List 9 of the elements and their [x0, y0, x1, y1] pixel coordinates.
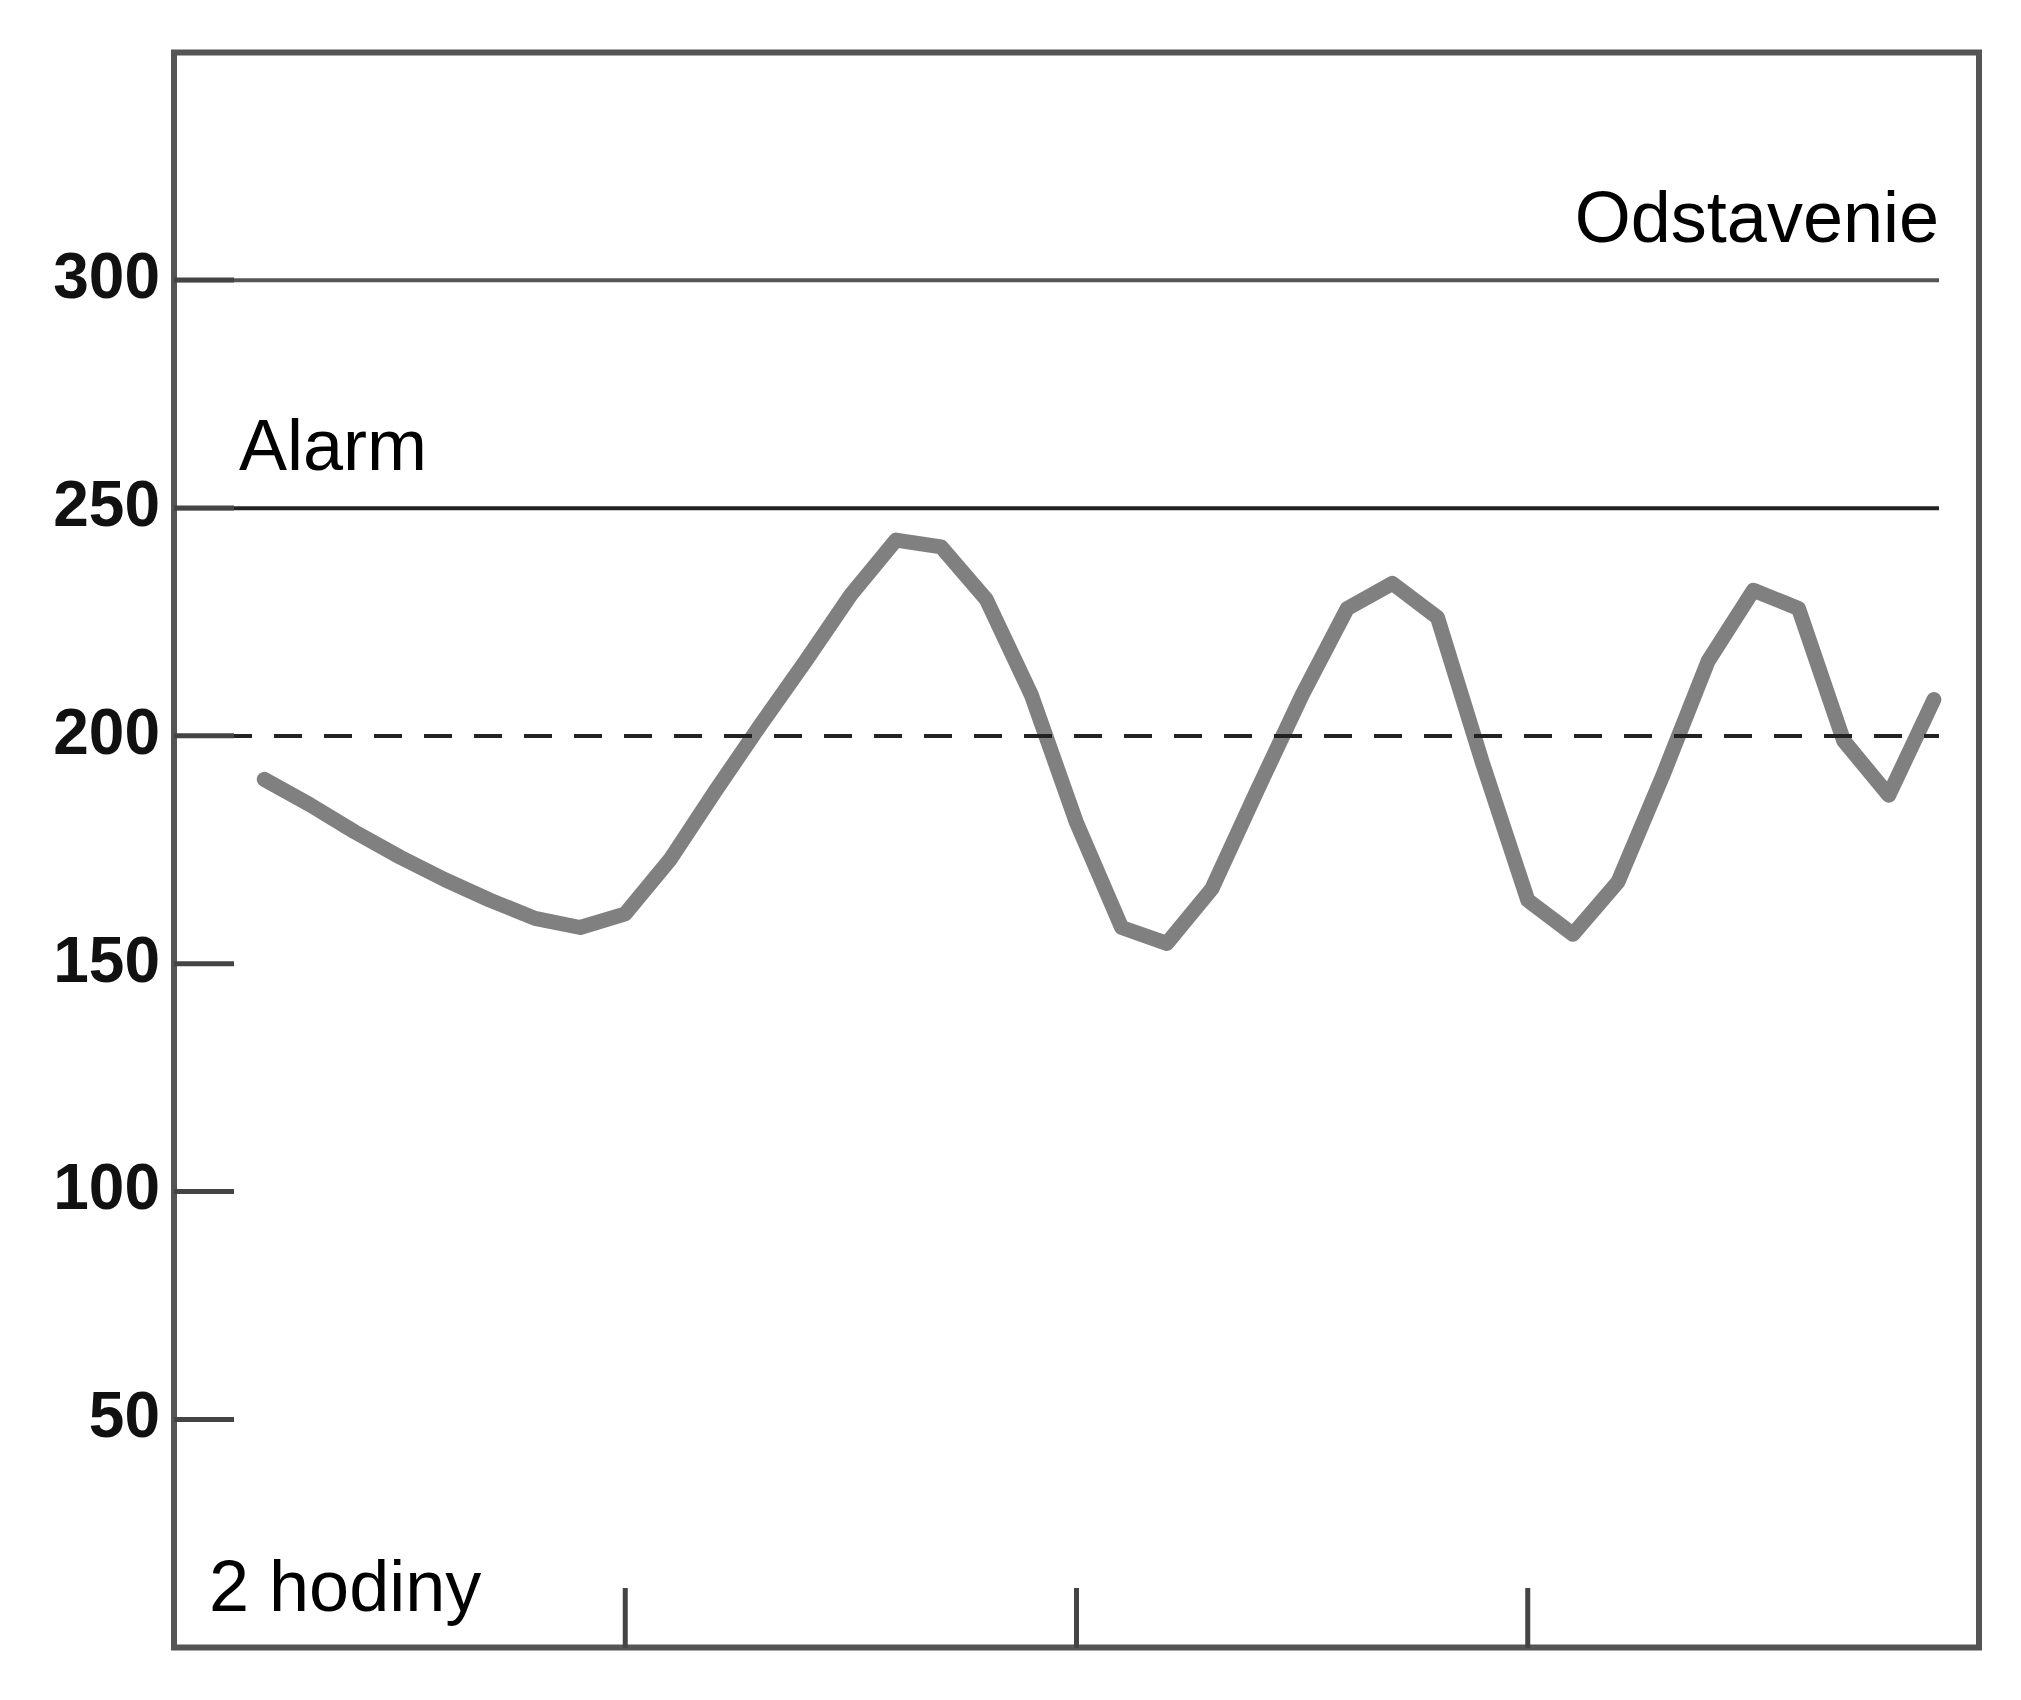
y-tick-label: 50 — [88, 1379, 160, 1452]
y-tick-label: 150 — [53, 923, 160, 996]
y-tick-label: 100 — [53, 1151, 160, 1224]
ref-line-label: Odstavenie — [1574, 177, 1939, 258]
annotation: 2 hodiny — [209, 1546, 482, 1627]
ref-line-label: Alarm — [239, 405, 428, 486]
y-tick-label: 250 — [53, 467, 160, 540]
y-tick-label: 300 — [53, 239, 160, 312]
y-tick-label: 200 — [53, 695, 160, 768]
